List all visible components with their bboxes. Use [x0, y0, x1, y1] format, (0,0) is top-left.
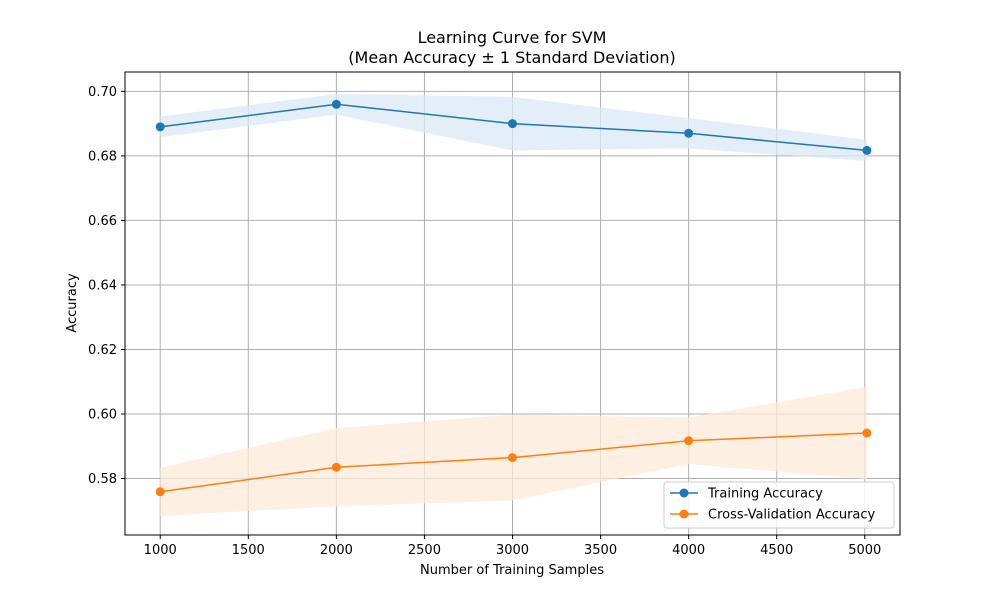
- x-tick-label: 3500: [584, 543, 617, 558]
- training-point: [684, 128, 694, 138]
- x-axis-label: Number of Training Samples: [420, 563, 604, 578]
- series-points: [155, 99, 872, 497]
- training-point: [508, 119, 517, 129]
- x-tick-label: 4500: [760, 543, 793, 558]
- chart-title-line-2: (Mean Accuracy ± 1 Standard Deviation): [348, 48, 675, 67]
- training-point: [155, 122, 165, 132]
- legend-cross-validation-marker: [679, 509, 689, 519]
- y-tick-label: 0.58: [88, 472, 117, 487]
- cross-validation-point: [862, 428, 872, 438]
- x-tick-label: 1000: [144, 543, 177, 558]
- cross-validation-point: [331, 462, 341, 472]
- y-tick-label: 0.70: [88, 85, 117, 100]
- legend-training-label: Training Accuracy: [707, 487, 823, 502]
- legend-cross-validation-label: Cross-Validation Accuracy: [708, 508, 876, 523]
- y-axis-label: Accuracy: [65, 273, 80, 333]
- y-tick-label: 0.64: [88, 278, 117, 293]
- legend-training-marker: [679, 488, 689, 498]
- x-tick-label: 2500: [408, 543, 441, 558]
- y-tick-label: 0.60: [88, 408, 117, 423]
- x-tick-label: 3000: [496, 543, 529, 558]
- cross-validation-point: [508, 453, 517, 463]
- x-tick-label: 5000: [848, 543, 881, 558]
- training-point: [862, 145, 872, 155]
- y-tick-label: 0.68: [88, 149, 117, 164]
- axis-ticks: 1000 1500 2000 2500 3000 3500 4000 4500 5000 0.58…: [88, 85, 881, 558]
- cross-validation-point: [155, 487, 165, 497]
- x-tick-label: 4000: [672, 543, 705, 558]
- chart-title-line-1: Learning Curve for SVM: [418, 28, 607, 47]
- training-point: [331, 99, 341, 109]
- y-tick-label: 0.62: [88, 343, 117, 358]
- legend-box: [663, 481, 895, 529]
- cross-validation-std-band: [160, 386, 867, 516]
- legend: Training Accuracy Cross-Validation Accura…: [663, 481, 895, 529]
- y-tick-label: 0.66: [88, 214, 117, 229]
- x-tick-label: 2000: [320, 543, 353, 558]
- cross-validation-point: [684, 436, 694, 446]
- x-tick-label: 1500: [232, 543, 265, 558]
